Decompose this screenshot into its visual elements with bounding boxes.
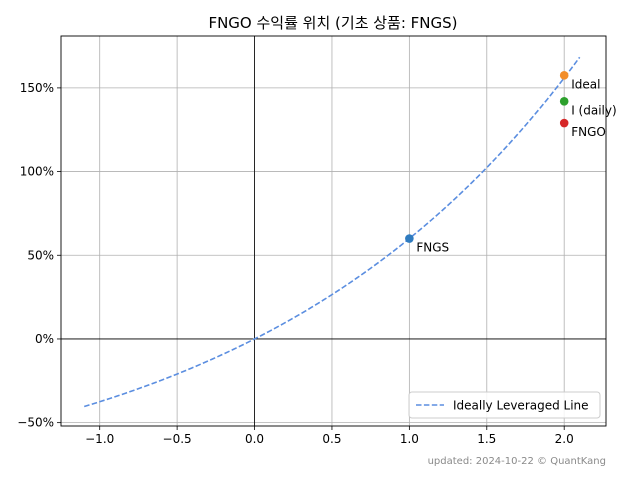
legend: Ideally Leveraged Line xyxy=(408,391,601,419)
y-tick-label-1: 0% xyxy=(35,332,54,346)
curve-layer xyxy=(83,56,581,408)
legend-box xyxy=(408,391,601,419)
x-tick-label-0: −1.0 xyxy=(85,432,114,446)
zero-axis-lines xyxy=(61,36,606,426)
point-marker-3 xyxy=(559,118,569,128)
ideally-leveraged-curve xyxy=(83,56,581,408)
point-marker-2 xyxy=(559,96,569,106)
y-tick-label-0: −50% xyxy=(17,416,54,430)
chart-title: FNGO 수익률 위치 (기초 상품: FNGS) xyxy=(208,14,457,32)
point-label-2: I (daily) xyxy=(571,103,616,117)
point-label-1: Ideal xyxy=(571,77,600,91)
y-tick-label-3: 100% xyxy=(20,165,54,179)
points-layer: FNGS Ideal I (daily) FNGO xyxy=(405,71,617,255)
y-axis-ticks: −50% 0% 50% 100% 150% xyxy=(17,81,61,430)
plot-frame xyxy=(60,35,607,427)
grid xyxy=(61,36,606,426)
x-tick-label-1: −0.5 xyxy=(163,432,192,446)
x-tick-label-3: 0.5 xyxy=(322,432,341,446)
footer-credit: updated: 2024-10-22 © QuantKang xyxy=(428,456,606,467)
plot-border xyxy=(60,35,607,427)
x-axis-ticks: −1.0 −0.5 0.0 0.5 1.0 1.5 2.0 xyxy=(85,426,574,446)
x-tick-label-2: 0.0 xyxy=(245,432,264,446)
y-tick-label-4: 150% xyxy=(20,81,54,95)
point-marker-1 xyxy=(559,71,569,80)
y-tick-label-2: 50% xyxy=(27,248,54,262)
point-label-0: FNGS xyxy=(416,241,449,255)
x-tick-label-4: 1.0 xyxy=(400,432,419,446)
point-marker-0 xyxy=(405,234,414,243)
point-label-3: FNGO xyxy=(571,125,606,139)
x-tick-label-5: 1.5 xyxy=(477,432,496,446)
legend-label: Ideally Leveraged Line xyxy=(453,399,589,413)
x-tick-label-6: 2.0 xyxy=(555,432,574,446)
